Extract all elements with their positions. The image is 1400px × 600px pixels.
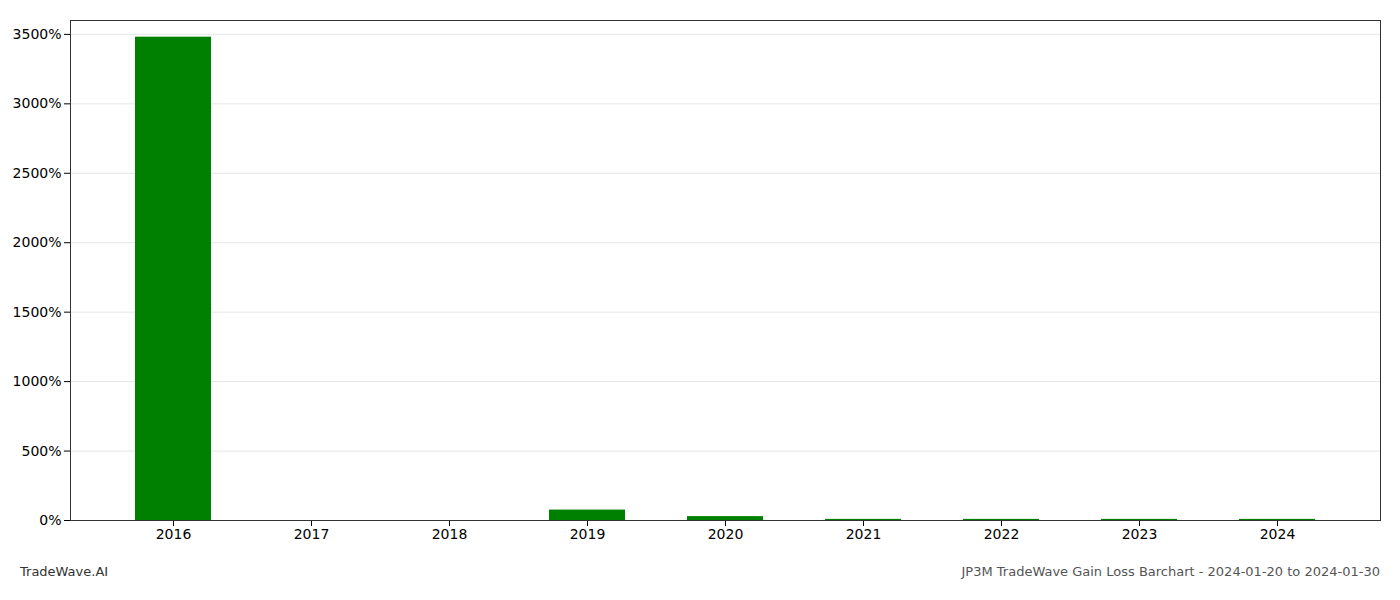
svg-text:1000%: 1000%	[13, 373, 62, 389]
svg-text:2024: 2024	[1260, 526, 1296, 542]
svg-text:2016: 2016	[156, 526, 192, 542]
svg-text:0%: 0%	[39, 512, 61, 528]
svg-text:1500%: 1500%	[13, 304, 62, 320]
svg-text:3500%: 3500%	[13, 26, 62, 42]
svg-text:500%: 500%	[21, 443, 61, 459]
svg-text:2020: 2020	[708, 526, 744, 542]
svg-text:3000%: 3000%	[13, 95, 62, 111]
html-text:JP3M TradeWave Gain Loss Barch: JP3M TradeWave Gain Loss Barchart - 2024…	[961, 564, 1380, 579]
svg-text:2018: 2018	[432, 526, 468, 542]
svg-text:2019: 2019	[570, 526, 606, 542]
svg-text:2021: 2021	[846, 526, 882, 542]
html-text:TradeWave.AI: TradeWave.AI	[20, 564, 109, 579]
svg-text:2000%: 2000%	[13, 234, 62, 250]
svg-text:2500%: 2500%	[13, 165, 62, 181]
svg-text:2017: 2017	[294, 526, 330, 542]
svg-text:2023: 2023	[1122, 526, 1158, 542]
svg-text:2022: 2022	[984, 526, 1020, 542]
